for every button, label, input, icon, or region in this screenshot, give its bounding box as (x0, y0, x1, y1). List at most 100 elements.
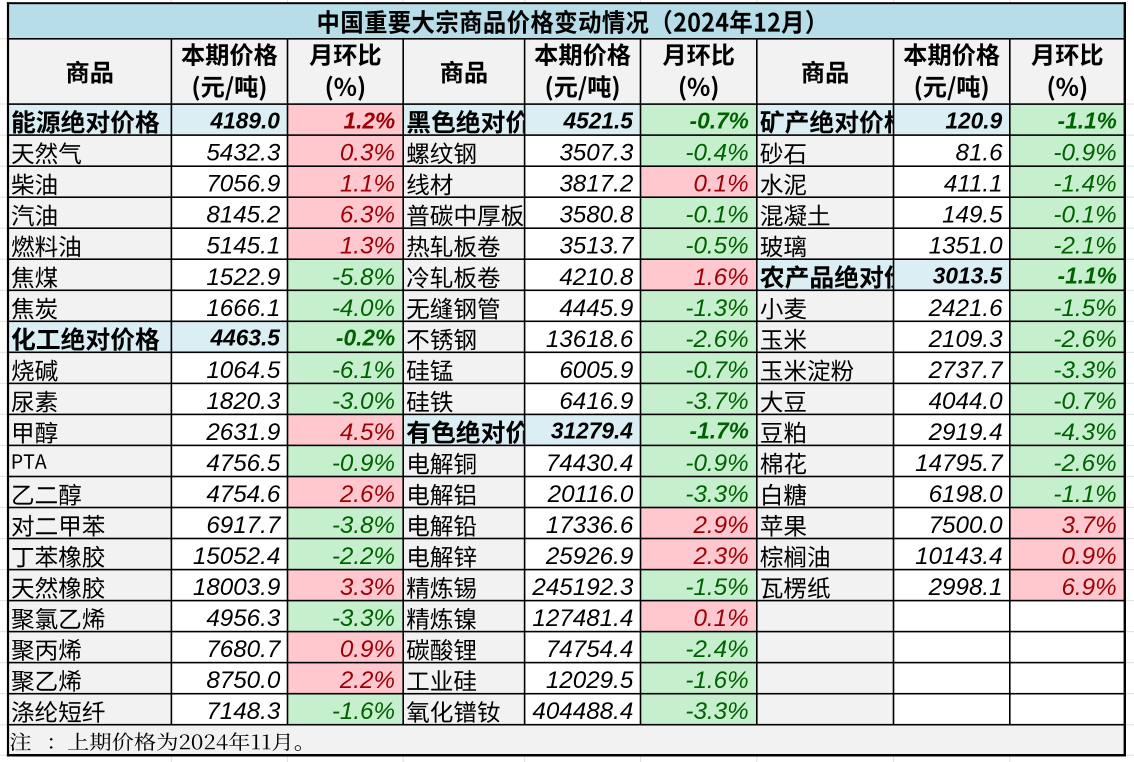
svg-text:1820.3: 1820.3 (206, 388, 281, 415)
svg-text:4463.5: 4463.5 (209, 325, 280, 351)
svg-text:404488.4: 404488.4 (532, 698, 633, 725)
svg-text:-2.6%: -2.6% (685, 326, 748, 353)
svg-text:4445.9: 4445.9 (559, 295, 633, 322)
svg-text:-1.1%: -1.1% (1058, 263, 1117, 289)
svg-text:-3.3%: -3.3% (1053, 357, 1116, 384)
svg-text:-3.7%: -3.7% (685, 388, 748, 415)
svg-text:74754.4: 74754.4 (546, 636, 633, 663)
svg-text:127481.4: 127481.4 (532, 605, 633, 632)
svg-text:-2.6%: -2.6% (1053, 326, 1116, 353)
svg-text:149.5: 149.5 (942, 202, 1003, 229)
svg-text:14795.7: 14795.7 (915, 450, 1004, 477)
svg-text:-6.1%: -6.1% (332, 357, 395, 384)
svg-text:-3.3%: -3.3% (685, 481, 748, 508)
svg-text:10143.4: 10143.4 (915, 543, 1002, 570)
svg-text:-3.3%: -3.3% (685, 698, 748, 725)
svg-text:1.6%: 1.6% (693, 264, 748, 291)
svg-text:8145.2: 8145.2 (206, 202, 281, 229)
svg-text:1.2%: 1.2% (343, 107, 395, 133)
svg-text:-0.9%: -0.9% (332, 450, 395, 477)
svg-text:1064.5: 1064.5 (206, 357, 281, 384)
svg-text:-1.6%: -1.6% (332, 698, 395, 725)
svg-text:-0.7%: -0.7% (1053, 388, 1116, 415)
svg-text:6917.7: 6917.7 (206, 512, 282, 539)
svg-text:3.3%: 3.3% (340, 574, 395, 601)
svg-text:2.3%: 2.3% (692, 543, 748, 570)
svg-text:4521.5: 4521.5 (562, 107, 633, 133)
svg-text:20116.0: 20116.0 (547, 481, 634, 508)
svg-text:1666.1: 1666.1 (206, 295, 280, 322)
svg-text:4956.3: 4956.3 (206, 605, 281, 632)
svg-text:7056.9: 7056.9 (206, 171, 280, 198)
svg-text:8750.0: 8750.0 (206, 667, 281, 694)
svg-text:0.9%: 0.9% (1061, 543, 1116, 570)
svg-text:-1.6%: -1.6% (685, 667, 748, 694)
svg-text:-0.1%: -0.1% (1053, 202, 1116, 229)
svg-text:6005.9: 6005.9 (559, 357, 633, 384)
svg-text:2.6%: 2.6% (339, 481, 395, 508)
svg-text:2.9%: 2.9% (692, 512, 748, 539)
svg-text:4044.0: 4044.0 (929, 388, 1004, 415)
svg-text:2109.3: 2109.3 (928, 326, 1004, 353)
svg-text:3580.8: 3580.8 (559, 202, 634, 229)
svg-text:2919.4: 2919.4 (928, 419, 1003, 446)
svg-text:-2.4%: -2.4% (685, 636, 748, 663)
svg-text:-0.7%: -0.7% (690, 107, 749, 133)
svg-text:-0.4%: -0.4% (685, 140, 748, 167)
svg-text:-3.8%: -3.8% (332, 512, 395, 539)
svg-text:3.7%: 3.7% (1061, 512, 1116, 539)
svg-text:18003.9: 18003.9 (193, 574, 280, 601)
svg-text:2421.6: 2421.6 (928, 295, 1004, 322)
svg-text:4756.5: 4756.5 (206, 450, 281, 477)
svg-text:-2.2%: -2.2% (332, 543, 395, 570)
svg-text:-1.4%: -1.4% (1053, 171, 1116, 198)
svg-text:4754.6: 4754.6 (206, 481, 281, 508)
svg-text:-5.8%: -5.8% (332, 264, 395, 291)
svg-text:15052.4: 15052.4 (193, 543, 280, 570)
svg-text:1522.9: 1522.9 (206, 264, 280, 291)
svg-text:1.1%: 1.1% (340, 171, 395, 198)
svg-text:-1.7%: -1.7% (690, 418, 749, 444)
svg-text:7680.7: 7680.7 (206, 636, 282, 663)
svg-text:-1.5%: -1.5% (1053, 295, 1116, 322)
svg-text:4189.0: 4189.0 (209, 107, 280, 133)
svg-text:3507.3: 3507.3 (559, 140, 634, 167)
svg-text:2737.7: 2737.7 (928, 357, 1005, 384)
svg-text:-4.0%: -4.0% (332, 295, 395, 322)
svg-text:-1.1%: -1.1% (1058, 107, 1117, 133)
svg-text:-1.1%: -1.1% (1053, 481, 1116, 508)
svg-text:7500.0: 7500.0 (929, 512, 1004, 539)
svg-text:-0.9%: -0.9% (1053, 140, 1116, 167)
svg-text:4.5%: 4.5% (340, 419, 395, 446)
svg-text:0.3%: 0.3% (340, 140, 395, 167)
svg-text:2.2%: 2.2% (339, 667, 395, 694)
svg-text:-2.1%: -2.1% (1053, 233, 1116, 260)
svg-text:411.1: 411.1 (944, 171, 1003, 198)
svg-text:1351.0: 1351.0 (929, 233, 1004, 260)
svg-text:74430.4: 74430.4 (546, 450, 633, 477)
svg-text:-1.5%: -1.5% (685, 574, 748, 601)
svg-text:2998.1: 2998.1 (928, 574, 1003, 601)
svg-text:1.3%: 1.3% (340, 233, 395, 260)
svg-text:6.3%: 6.3% (340, 202, 395, 229)
svg-text:-2.6%: -2.6% (1053, 450, 1116, 477)
svg-text:25926.9: 25926.9 (545, 543, 633, 570)
svg-text:4210.8: 4210.8 (559, 264, 634, 291)
svg-text:-0.1%: -0.1% (685, 202, 748, 229)
svg-text:0.9%: 0.9% (340, 636, 395, 663)
svg-text:0.1%: 0.1% (693, 171, 748, 198)
svg-text:6198.0: 6198.0 (929, 481, 1004, 508)
svg-text:3013.5: 3013.5 (933, 263, 1003, 289)
svg-text:-0.5%: -0.5% (685, 233, 748, 260)
svg-text:5432.3: 5432.3 (206, 140, 281, 167)
svg-text:81.6: 81.6 (956, 140, 1004, 167)
svg-text:245192.3: 245192.3 (531, 574, 633, 601)
svg-text:-0.9%: -0.9% (685, 450, 748, 477)
svg-text:-3.0%: -3.0% (332, 388, 395, 415)
svg-text:-3.3%: -3.3% (332, 605, 395, 632)
svg-text:-0.2%: -0.2% (336, 325, 395, 351)
svg-text:17336.6: 17336.6 (546, 512, 634, 539)
svg-text:-1.3%: -1.3% (685, 295, 748, 322)
svg-text:2631.9: 2631.9 (205, 419, 280, 446)
svg-text:-0.7%: -0.7% (685, 357, 748, 384)
